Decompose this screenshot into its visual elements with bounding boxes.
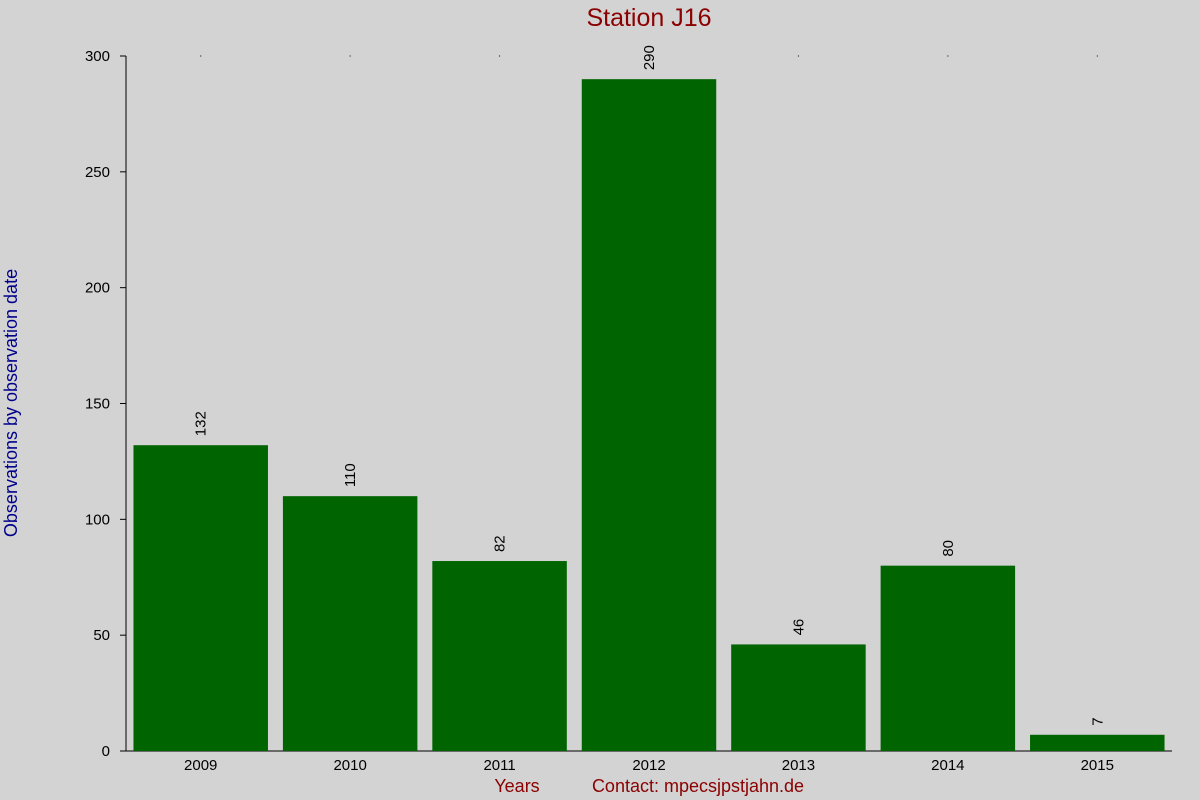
x-axis-label: Years (494, 776, 539, 796)
data-label: 110 (342, 463, 359, 487)
bar (581, 79, 717, 751)
data-label: 290 (641, 45, 658, 70)
bar (282, 496, 418, 751)
x-tick-label: 2014 (931, 757, 964, 774)
data-label: 132 (193, 411, 210, 436)
x-tick-label: 2009 (184, 757, 217, 774)
y-tick-label: 300 (85, 48, 110, 65)
axes: 0 50 100 150 200 250 300 2009 2010 2011 2012 2013 20… (85, 48, 1172, 774)
y-tick-label: 150 (85, 396, 110, 413)
y-tick-label: 50 (93, 627, 110, 644)
x-tick-label: 2013 (782, 757, 815, 774)
data-labels: 132 110 82 290 46 80 7 (193, 45, 1107, 726)
x-tick-label: 2011 (483, 757, 515, 774)
top-tick-mark (499, 55, 501, 57)
bars (133, 79, 1165, 751)
data-label: 7 (1089, 717, 1106, 725)
y-tick-label: 200 (85, 280, 110, 297)
y-axis-label: Observations by observation date (1, 269, 21, 537)
y-tick-label: 0 (102, 743, 110, 760)
y-tick-label: 250 (85, 164, 110, 181)
data-label: 80 (940, 540, 957, 557)
top-tick-mark (200, 55, 202, 57)
contact-text: Contact: mpecsjpstjahn.de (592, 776, 804, 796)
chart-title: Station J16 (586, 4, 711, 32)
bar (880, 565, 1016, 751)
bar (731, 644, 866, 751)
data-label: 46 (790, 619, 807, 636)
bar (133, 445, 268, 751)
top-tick-mark (947, 55, 949, 57)
bar (1030, 734, 1165, 751)
x-tick-label: 2012 (632, 757, 665, 774)
top-tick-mark (797, 55, 799, 57)
x-tick-label: 2010 (333, 757, 366, 774)
y-tick-label: 100 (85, 511, 110, 528)
top-tick-mark (349, 55, 351, 57)
data-label: 82 (492, 535, 509, 552)
top-tick-mark (1096, 55, 1098, 57)
top-tick-mark (648, 55, 650, 57)
bar (432, 561, 567, 751)
x-tick-label: 2015 (1081, 757, 1114, 774)
